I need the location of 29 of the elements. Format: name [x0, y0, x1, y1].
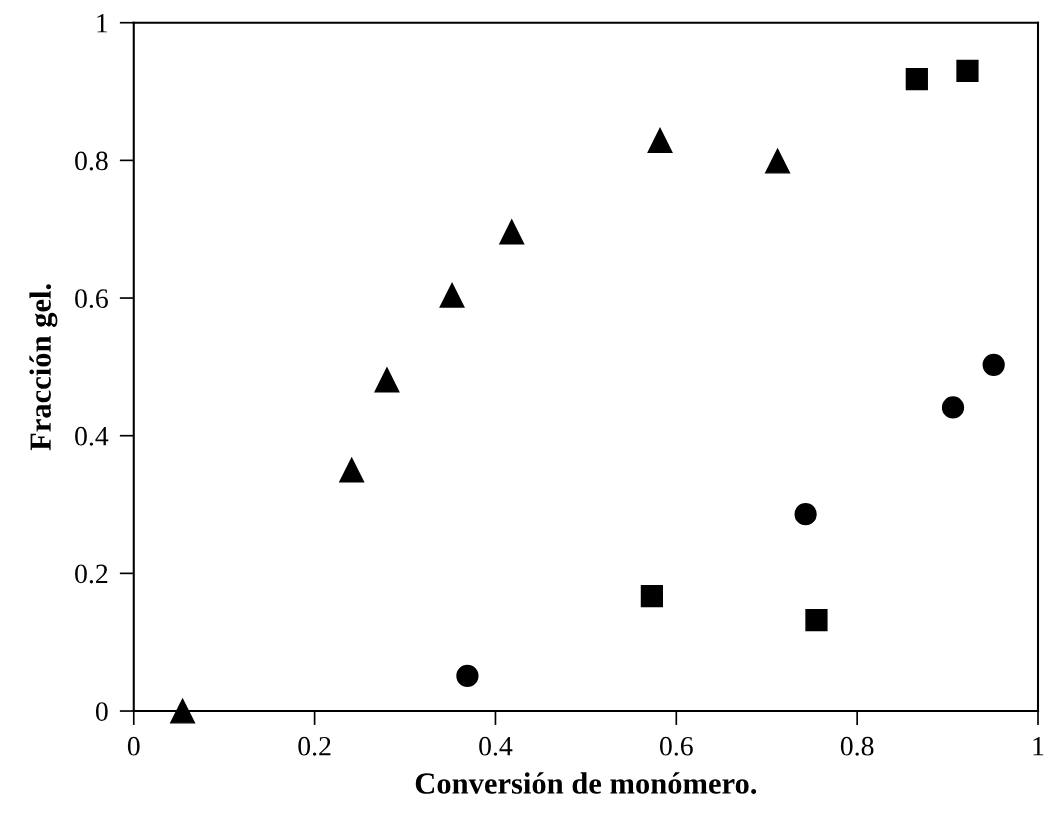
point [765, 148, 791, 174]
point [456, 664, 479, 688]
point [956, 59, 979, 83]
point [499, 219, 525, 245]
point [982, 353, 1005, 376]
y-tick-label: 0.4 [75, 426, 109, 446]
point [439, 282, 465, 308]
x-tick-label: 0.2 [298, 736, 331, 756]
point [941, 396, 965, 419]
x-tick-label: 0.8 [840, 736, 874, 756]
point [647, 127, 673, 153]
y-axis-title: Fracción gel. [29, 284, 58, 451]
point [339, 457, 365, 483]
x-axis-title: Conversión de monómero. [415, 772, 757, 794]
y-tick-label: 0.8 [75, 151, 108, 171]
point [794, 503, 817, 526]
x-tick-label: 1 [1033, 736, 1044, 756]
point [640, 584, 664, 608]
point [374, 367, 400, 393]
y-tick-label: 0 [95, 702, 108, 721]
point [805, 609, 828, 632]
point [905, 68, 928, 91]
x-tick-label: 0 [127, 736, 140, 756]
y-tick-label: 0.6 [75, 289, 108, 309]
x-tick-label: 0.4 [479, 736, 513, 756]
y-tick-label: 0.2 [75, 564, 108, 584]
point [170, 698, 196, 724]
x-tick-label: 0.6 [660, 736, 693, 756]
y-tick-label: 1 [97, 14, 108, 33]
